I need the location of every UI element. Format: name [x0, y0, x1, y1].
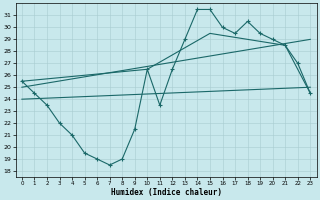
X-axis label: Humidex (Indice chaleur): Humidex (Indice chaleur): [111, 188, 221, 197]
